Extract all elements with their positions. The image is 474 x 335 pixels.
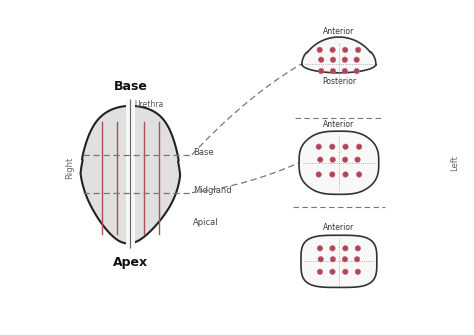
Circle shape	[355, 269, 361, 274]
Text: Apical: Apical	[193, 217, 219, 226]
Circle shape	[329, 144, 335, 149]
Circle shape	[355, 257, 360, 262]
Text: Anterior: Anterior	[323, 27, 355, 36]
Text: Base: Base	[193, 148, 214, 157]
Text: Right: Right	[65, 156, 74, 179]
Circle shape	[343, 172, 348, 177]
Circle shape	[316, 172, 321, 177]
Circle shape	[319, 57, 324, 63]
Text: Posterior: Posterior	[322, 77, 356, 86]
Circle shape	[317, 246, 323, 251]
Circle shape	[318, 157, 323, 162]
Circle shape	[356, 47, 361, 53]
Circle shape	[356, 172, 362, 177]
Circle shape	[355, 157, 360, 162]
Circle shape	[354, 57, 359, 63]
Circle shape	[316, 144, 321, 149]
Polygon shape	[81, 106, 180, 244]
Circle shape	[330, 157, 336, 162]
Circle shape	[330, 269, 335, 274]
Polygon shape	[301, 235, 377, 287]
Circle shape	[330, 257, 336, 262]
Text: Apex: Apex	[113, 256, 148, 269]
Text: Urethra: Urethra	[134, 100, 164, 109]
Circle shape	[329, 172, 335, 177]
Circle shape	[343, 144, 348, 149]
Circle shape	[342, 257, 348, 262]
Circle shape	[356, 144, 362, 149]
Text: Midgland: Midgland	[193, 186, 231, 195]
Circle shape	[330, 246, 335, 251]
Circle shape	[342, 68, 347, 74]
Circle shape	[330, 68, 336, 74]
Text: Anterior: Anterior	[323, 223, 355, 232]
Circle shape	[354, 68, 359, 74]
Text: Base: Base	[113, 80, 147, 93]
Circle shape	[317, 47, 322, 53]
Text: Left: Left	[451, 155, 459, 171]
Circle shape	[343, 246, 348, 251]
Circle shape	[355, 246, 361, 251]
Circle shape	[343, 269, 348, 274]
Text: Posterior: Posterior	[322, 182, 356, 191]
Circle shape	[319, 68, 324, 74]
Polygon shape	[302, 37, 376, 73]
Circle shape	[317, 269, 323, 274]
Circle shape	[342, 57, 347, 63]
Circle shape	[330, 47, 336, 53]
Text: Anterior: Anterior	[323, 120, 355, 129]
Polygon shape	[299, 131, 379, 194]
Circle shape	[342, 47, 348, 53]
Text: Posterior: Posterior	[322, 278, 356, 287]
Circle shape	[330, 57, 336, 63]
Circle shape	[318, 257, 323, 262]
Circle shape	[342, 157, 348, 162]
